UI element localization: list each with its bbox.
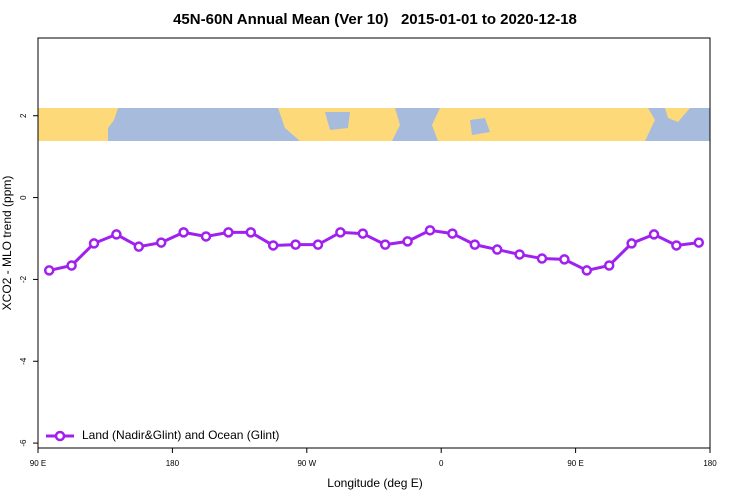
x-tick-label: 0 — [439, 459, 444, 468]
data-point — [66, 260, 77, 271]
data-point — [559, 254, 570, 265]
data-point — [648, 229, 660, 240]
x-tick-label: 180 — [703, 459, 717, 468]
data-point — [379, 239, 391, 250]
y-tick-label: -6 — [19, 439, 28, 447]
y-axis-label: XCO2 - MLO trend (ppm) — [0, 176, 14, 311]
data-point — [290, 239, 301, 250]
legend-marker — [54, 430, 66, 442]
data-point — [111, 229, 122, 240]
data-point — [469, 239, 481, 250]
x-axis-label: Longitude (deg E) — [327, 476, 422, 490]
data-point — [402, 236, 413, 247]
data-point — [223, 227, 234, 238]
data-point — [133, 241, 145, 252]
y-tick-label: 2 — [19, 113, 28, 118]
y-tick-label: -2 — [19, 275, 28, 283]
data-point — [312, 239, 324, 250]
data-point — [447, 228, 458, 239]
data-point — [536, 253, 548, 264]
y-tick-label: -4 — [19, 357, 28, 365]
map-band — [38, 108, 710, 141]
series-line — [48, 228, 699, 272]
data-point — [603, 260, 615, 271]
data-point — [200, 231, 212, 242]
data-point — [424, 225, 436, 236]
data-point — [491, 244, 503, 255]
data-point — [693, 237, 705, 248]
data-point — [43, 265, 55, 276]
data-point — [514, 249, 525, 260]
data-point — [178, 227, 189, 238]
data-point — [581, 265, 593, 276]
data-point — [88, 238, 100, 249]
x-tick-label: 90 W — [297, 459, 316, 468]
x-tick-label: 90 E — [30, 459, 46, 468]
data-point — [357, 228, 369, 239]
data-point — [267, 240, 279, 251]
plot-frame — [37, 37, 711, 449]
x-tick-label: 90 E — [567, 459, 583, 468]
data-point — [335, 227, 346, 238]
data-point — [245, 227, 257, 238]
data-point — [155, 237, 167, 248]
data-point — [626, 238, 637, 249]
data-point — [671, 240, 682, 251]
chart-title: 45N-60N Annual Mean (Ver 10) 2015-01-01 … — [173, 11, 577, 28]
x-tick-label: 180 — [166, 459, 180, 468]
legend-label: Land (Nadir&Glint) and Ocean (Glint) — [82, 428, 279, 442]
y-tick-label: 0 — [19, 195, 28, 200]
